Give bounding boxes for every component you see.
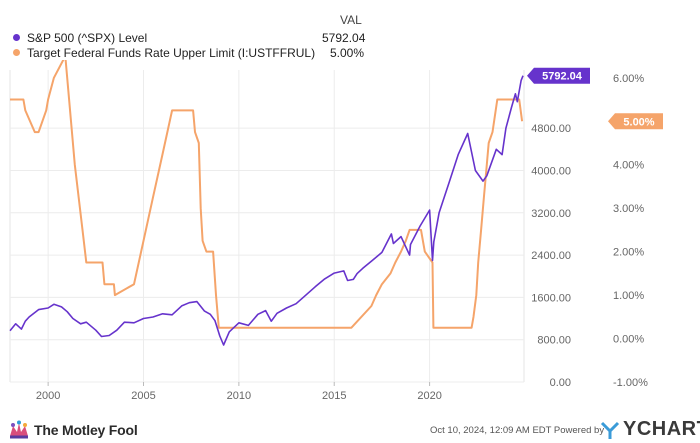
y-left-tick-label: 4800.00 [531, 123, 571, 135]
series-line-sp500[interactable] [9, 75, 524, 346]
legend-label-fed-funds: Target Federal Funds Rate Upper Limit (I… [27, 46, 316, 60]
x-tick-label: 2000 [36, 390, 60, 402]
ycharts-y-icon [600, 421, 620, 439]
y-left-tick-label: 800.00 [537, 335, 571, 347]
x-tick-label: 2015 [322, 390, 346, 402]
legend-value-header: VAL [340, 13, 362, 27]
end-label-fed-funds-bg [608, 113, 663, 130]
ycharts-wordmark: YCHARTS [623, 418, 700, 440]
chart-legend: VAL S&P 500 (^SPX) Level 5792.04 Target … [0, 0, 700, 60]
jester-cap-icon [10, 420, 28, 439]
y-right-tick-label: -1.00% [613, 377, 648, 389]
legend-label-sp500: S&P 500 (^SPX) Level [27, 31, 148, 45]
y-right-tick-label: 6.00% [613, 73, 644, 85]
legend-value-sp500: 5792.04 [322, 31, 366, 45]
motley-fool-logo[interactable]: The Motley Fool [8, 420, 138, 440]
y-left-tick-label: 2400.00 [531, 250, 571, 262]
y-left-tick-label: 4000.00 [531, 165, 571, 177]
y-right-tick-label: 2.00% [613, 247, 644, 259]
y-left-tick-label: 0.00 [550, 377, 571, 389]
chart-footer: The Motley Fool Oct 10, 2024, 12:09 AM E… [0, 414, 700, 443]
end-label-sp500-bg [527, 67, 590, 84]
y-right-tick-label: 4.00% [613, 160, 644, 172]
line-chart: 2000 2005 2010 2015 2020 0.00 800.00 1600.00 24… [9, 60, 663, 402]
end-label-sp500: 5792.04 [542, 71, 583, 83]
y-left-tick-label: 1600.00 [531, 292, 571, 304]
legend-item-sp500[interactable]: S&P 500 (^SPX) Level [13, 31, 147, 45]
footer-brand: The Motley Fool [34, 422, 138, 438]
y-left-tick-label: 3200.00 [531, 208, 571, 220]
y-right-tick-label: 0.00% [613, 334, 644, 346]
legend-item-fed-funds[interactable]: Target Federal Funds Rate Upper Limit (I… [13, 46, 315, 60]
end-label-fed-funds: 5.00% [623, 116, 654, 128]
y-right-tick-label: 1.00% [613, 290, 644, 302]
footer-timestamp: Oct 10, 2024, 12:09 AM EDT Powered by [430, 425, 605, 436]
y-right-tick-label: 3.00% [613, 203, 644, 215]
legend-dot-sp500 [13, 34, 20, 41]
x-tick-label: 2010 [227, 390, 251, 402]
x-tick-label: 2020 [417, 390, 441, 402]
x-tick-label: 2005 [131, 390, 155, 402]
legend-dot-fed-funds [13, 49, 20, 56]
legend-value-fed-funds: 5.00% [329, 46, 364, 60]
ycharts-logo[interactable]: YCHARTS [600, 418, 700, 441]
series-line-fed-funds[interactable] [10, 60, 524, 329]
